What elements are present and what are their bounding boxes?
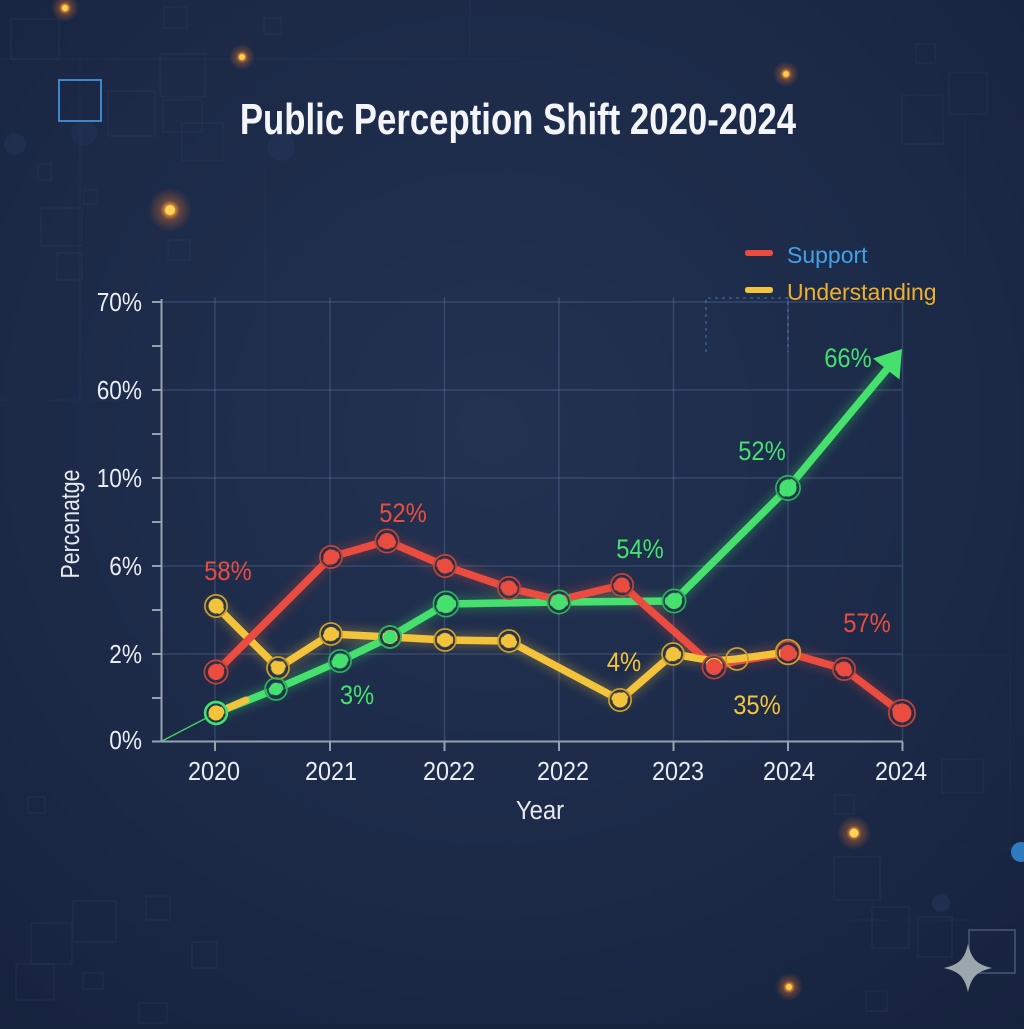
svg-text:52%: 52% [738,437,786,467]
svg-text:2022: 2022 [423,758,475,786]
svg-text:70%: 70% [97,289,142,318]
svg-text:Understanding: Understanding [787,279,937,305]
svg-text:66%: 66% [824,344,872,374]
svg-text:Year: Year [516,796,564,825]
svg-text:Percenatge: Percenatge [56,469,86,578]
svg-text:2024: 2024 [875,758,927,786]
svg-text:2021: 2021 [305,758,357,786]
svg-text:Public Perception Shift 2020-2: Public Perception Shift 2020-2024 [240,95,796,144]
svg-text:3%: 3% [340,681,374,711]
svg-text:58%: 58% [204,557,252,587]
svg-text:2023: 2023 [652,758,704,786]
svg-text:54%: 54% [616,535,664,565]
svg-text:57%: 57% [843,609,891,639]
svg-text:2020: 2020 [188,758,240,786]
svg-text:0%: 0% [109,727,142,756]
svg-text:Support: Support [787,242,868,268]
svg-text:60%: 60% [97,377,142,406]
svg-text:2022: 2022 [537,758,589,786]
svg-text:52%: 52% [379,499,427,529]
svg-text:2%: 2% [109,641,142,670]
svg-text:4%: 4% [607,648,641,678]
svg-text:35%: 35% [733,691,781,721]
svg-text:10%: 10% [97,465,142,494]
svg-text:2024: 2024 [763,758,815,786]
svg-text:6%: 6% [109,553,142,582]
